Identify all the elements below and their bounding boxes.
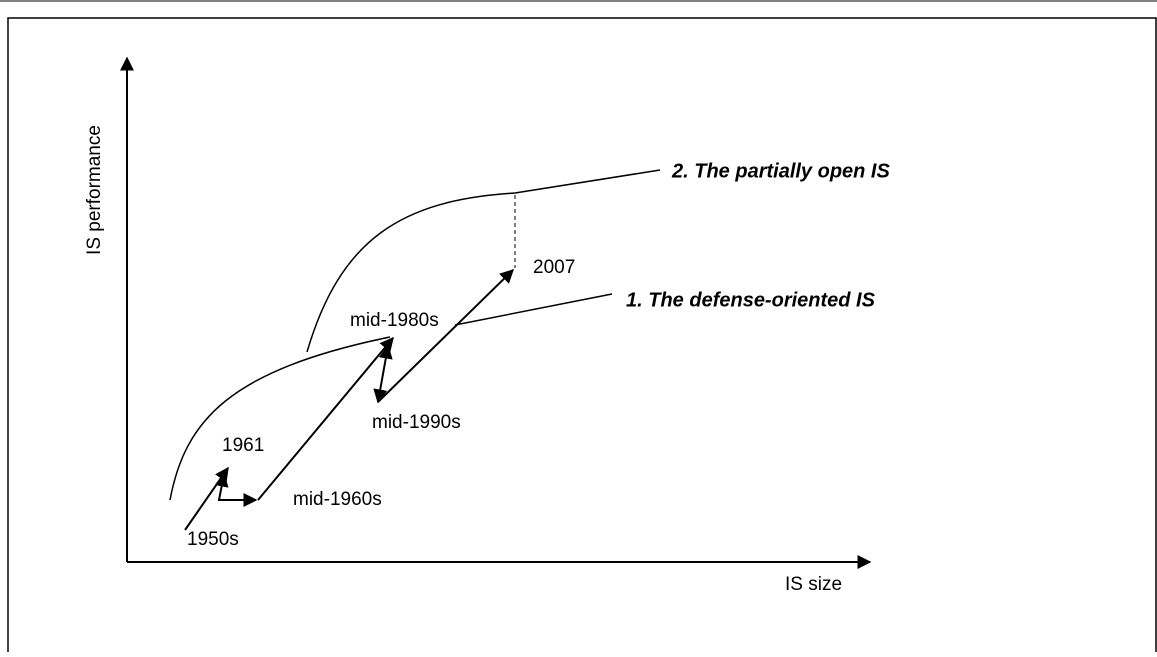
- arrow: [377, 269, 515, 403]
- point-label: 2007: [533, 257, 575, 278]
- frame: [7, 17, 1157, 657]
- point-label: mid-1990s: [372, 412, 461, 433]
- point-label: 1950s: [187, 529, 239, 550]
- curve-label: 1. The defense-oriented IS: [626, 289, 876, 311]
- curve-label: 2. The partially open IS: [671, 160, 890, 182]
- arrow: [214, 472, 258, 507]
- arrow: [257, 336, 394, 501]
- point-label: mid-1960s: [293, 489, 382, 510]
- y-axis-label: IS performance: [84, 125, 105, 255]
- curve-defense-tail: [454, 293, 613, 326]
- curve-defense: [169, 336, 391, 501]
- point-label: mid-1980s: [350, 310, 439, 331]
- curve-open: [306, 169, 661, 353]
- arrow: [373, 344, 393, 404]
- point-label: 1961: [222, 435, 264, 456]
- x-axis-label: IS size: [785, 574, 842, 595]
